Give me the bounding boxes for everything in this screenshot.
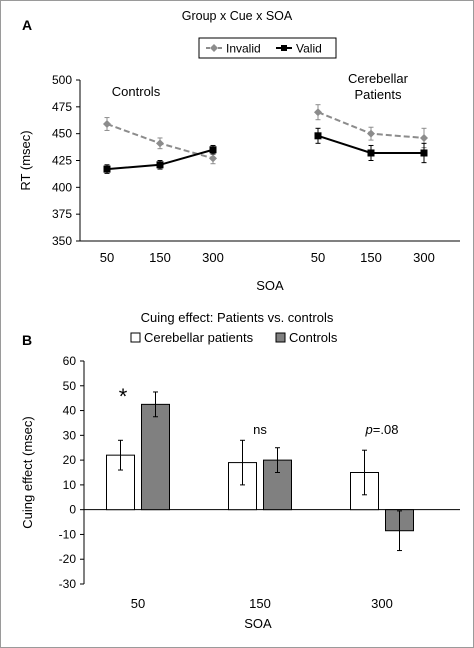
group-label-patients-line2: Patients [355,87,402,102]
legend-a-marker-invalid [210,44,218,52]
x-tick-label-a: 150 [360,250,382,265]
legend-a-box [198,37,337,59]
y-tick-label-a: 500 [52,73,72,87]
x-tick-label-a: 300 [413,250,435,265]
y-tick-label-b: 40 [63,404,77,418]
data-point-invalid [367,129,375,138]
panel-label-b: B [22,332,32,348]
data-point-invalid [420,133,428,142]
x-tick-label-b: 50 [131,596,145,611]
panel-b: B Cuing effect: Patients vs. controls Cere… [20,310,460,631]
y-tick-label-a: 375 [52,207,72,221]
y-tick-label-b: -20 [59,552,77,566]
x-axis-label-a: SOA [256,278,284,293]
y-tick-label-b: 0 [69,503,76,517]
panel-label-a: A [22,17,32,33]
data-point-invalid [209,154,217,163]
annotation-300: p=.08 [365,422,399,437]
x-tick-label-a: 50 [311,250,325,265]
legend-b-swatch-1 [275,332,286,343]
x-tick-label-b: 150 [249,596,271,611]
legend-b-label-0: Cerebellar patients [144,330,254,345]
legend-b-label-1: Controls [289,330,338,345]
data-point-valid [103,165,111,173]
y-tick-label-a: 350 [52,234,72,248]
legend-a-marker-valid [281,45,287,51]
annotation-50: * [119,384,128,409]
y-tick-label-a: 450 [52,127,72,141]
group-label-patients-line1: Cerebellar [348,71,409,86]
annotation-150: ns [253,422,267,437]
y-tick-label-b: 20 [63,453,77,467]
x-tick-label-a: 50 [100,250,114,265]
group-label-controls: Controls [112,84,161,99]
data-point-invalid [103,120,111,129]
data-point-invalid [314,108,322,117]
data-point-valid [314,132,322,140]
data-point-valid [156,161,164,169]
y-tick-label-b: -30 [59,577,77,591]
y-tick-label-a: 400 [52,180,72,194]
x-axis-label-b: SOA [244,616,272,631]
bar-controls [141,403,170,511]
bar-patients [228,462,257,511]
x-tick-label-a: 300 [202,250,224,265]
panel-a-title: Group x Cue x SOA [182,9,293,23]
data-point-invalid [156,139,164,148]
data-point-valid [420,149,428,157]
y-tick-label-b: 10 [63,478,77,492]
panel-a: A Group x Cue x SOA Invalid Valid 350 375 400 4… [18,9,460,293]
legend-a-label-valid: Valid [296,42,322,56]
y-axis-label-b: Cuing effect (msec) [20,416,35,528]
y-tick-label-b: -10 [59,527,77,541]
y-tick-label-a: 425 [52,154,72,168]
legend-a-label-invalid: Invalid [226,42,261,56]
x-tick-label-b: 300 [371,596,393,611]
y-tick-label-b: 60 [63,354,77,368]
data-point-valid [367,149,375,157]
x-tick-label-a: 150 [149,250,171,265]
y-tick-label-a: 475 [52,100,72,114]
legend-b-swatch-0 [130,332,141,343]
y-axis-label-a: RT (msec) [18,130,33,190]
data-point-valid [209,146,217,154]
y-tick-label-b: 30 [63,428,77,442]
panel-b-title: Cuing effect: Patients vs. controls [141,310,334,325]
y-tick-label-b: 50 [63,379,77,393]
